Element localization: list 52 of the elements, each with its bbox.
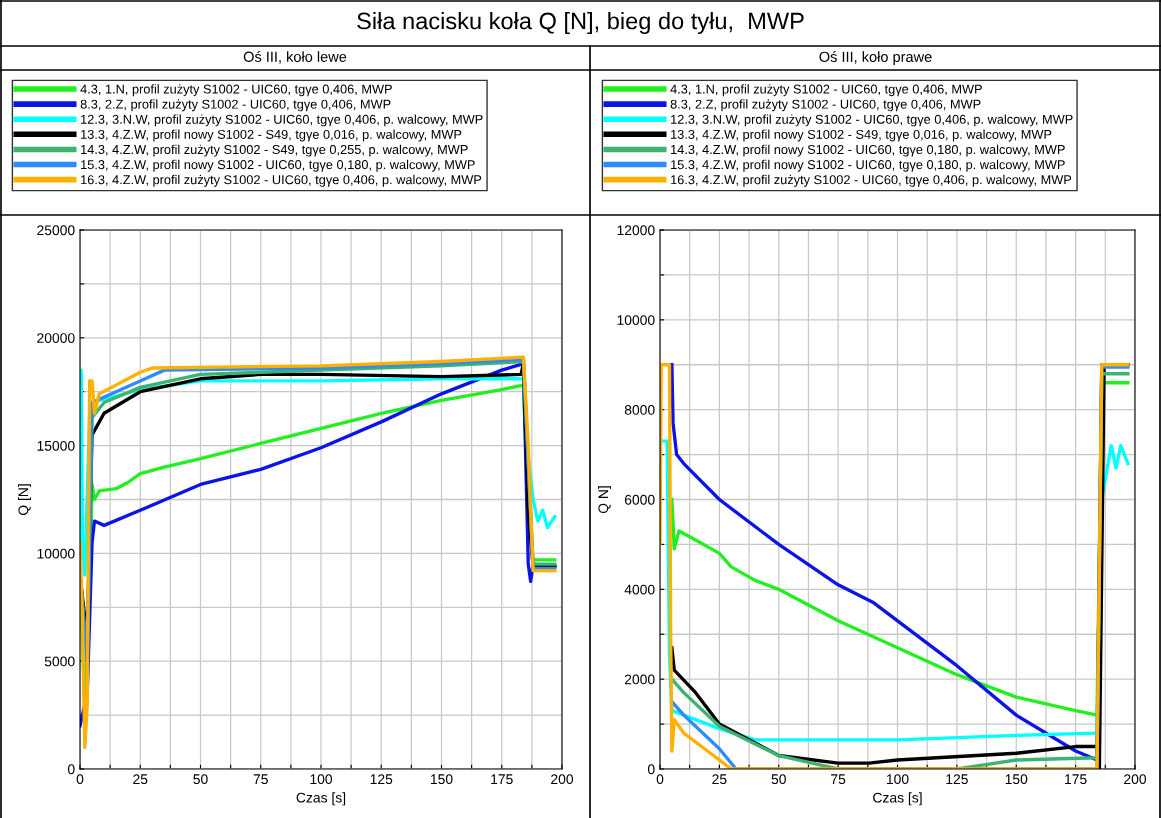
x-tick-label: 150 — [1005, 774, 1028, 785]
legend-label: 12.3, 3.N.W, profil zużyty S1002 - UIC60, tgγe 0,406, p. walcowy, MWP — [81, 114, 483, 127]
legend-label: 4.3, 1.N, profil zużyty S1002 - UIC60, tgγe 0,406, MWP — [670, 84, 982, 97]
y-tick-label: 4000 — [624, 584, 655, 595]
y-axis-title: Q [N] — [18, 484, 31, 516]
x-tick-label: 75 — [831, 774, 846, 785]
legend-label: 14.3, 4.Z.W, profil nowy S1002 - UIC60, tgγe 0,180, p. walcowy, MWP — [671, 144, 1065, 157]
legend-label: 13.3, 4.Z.W, profil nowy S1002 - S49, tgγe 0,016, p. walcowy, MWP — [671, 129, 1052, 142]
y-tick-label: 10000 — [617, 315, 655, 325]
x-tick-label: 200 — [551, 774, 574, 785]
x-tick-label: 75 — [253, 774, 268, 785]
x-tick-label: 125 — [946, 774, 968, 785]
chart-subtitle: Oś III, koło lewe — [243, 51, 347, 64]
chart-subtitle: Oś III, koło prawe — [819, 51, 932, 65]
legend-label: 4.3, 1.N, profil zużyty S1002 - UIC60, tgγe 0,406, MWP — [80, 84, 392, 97]
x-tick-label: 25 — [712, 774, 727, 785]
y-tick-label: 15000 — [37, 440, 75, 451]
x-tick-label: 100 — [310, 774, 333, 785]
y-tick-label: 5000 — [44, 656, 75, 667]
chart-title: Siła nacisku koła Q [N], bieg do tyłu, MWP — [357, 12, 804, 34]
y-tick-label: 0 — [67, 764, 75, 775]
x-tick-label: 0 — [76, 774, 84, 785]
legend-label: 8.3, 2.Z, profil zużyty S1002 - UIC60, tgγe 0,406, MWP — [670, 99, 981, 112]
x-tick-label: 50 — [771, 774, 786, 785]
legend-label: 12.3, 3.N.W, profil zużyty S1002 - UIC60, tgγe 0,406, p. walcowy, MWP — [671, 114, 1073, 127]
legend-label: 16.3, 4.Z.W, profil zużyty S1002 - UIC60, tgγe 0,406, p. walcowy, MWP — [671, 174, 1072, 187]
x-tick-label: 175 — [1065, 774, 1087, 785]
x-axis-title: Czas [s] — [873, 792, 922, 806]
x-tick-label: 150 — [430, 774, 453, 785]
y-tick-label: 0 — [647, 764, 655, 775]
legend-label: 15.3, 4.Z.W, profil nowy S1002 - UIC60, tgγe 0,180, p. walcowy, MWP — [81, 159, 475, 172]
y-tick-label: 6000 — [624, 494, 655, 505]
y-tick-label: 20000 — [37, 333, 75, 343]
legend-label: 15.3, 4.Z.W, profil nowy S1002 - UIC60, tgγe 0,180, p. walcowy, MWP — [671, 159, 1065, 172]
legend-label: 14.3, 4.Z.W, profil zużyty S1002 - S49, tgγe 0,255, p. walcowy, MWP — [81, 144, 468, 157]
y-tick-label: 2000 — [624, 674, 655, 685]
y-tick-label: 12000 — [617, 225, 655, 236]
y-tick-label: 8000 — [624, 405, 655, 415]
y-tick-label: 25000 — [37, 225, 75, 236]
y-axis-title: Q N] — [598, 486, 611, 514]
x-axis-title: Czas [s] — [296, 792, 346, 806]
x-tick-label: 200 — [1124, 774, 1147, 785]
x-tick-label: 100 — [886, 774, 909, 785]
legend-label: 8.3, 2.Z, profil zużyty S1002 - UIC60, tgγe 0,406, MWP — [80, 99, 391, 112]
x-tick-label: 50 — [193, 774, 208, 785]
x-tick-label: 25 — [133, 774, 148, 785]
x-tick-label: 175 — [491, 774, 513, 785]
x-tick-label: 0 — [656, 774, 664, 785]
y-tick-label: 10000 — [37, 548, 75, 559]
legend-label: 16.3, 4.Z.W, profil zużyty S1002 - UIC60, tgγe 0,406, p. walcowy, MWP — [81, 174, 482, 187]
legend-label: 13.3, 4.Z.W, profil nowy S1002 - S49, tgγe 0,016, p. walcowy, MWP — [81, 129, 462, 142]
x-tick-label: 125 — [370, 774, 393, 785]
